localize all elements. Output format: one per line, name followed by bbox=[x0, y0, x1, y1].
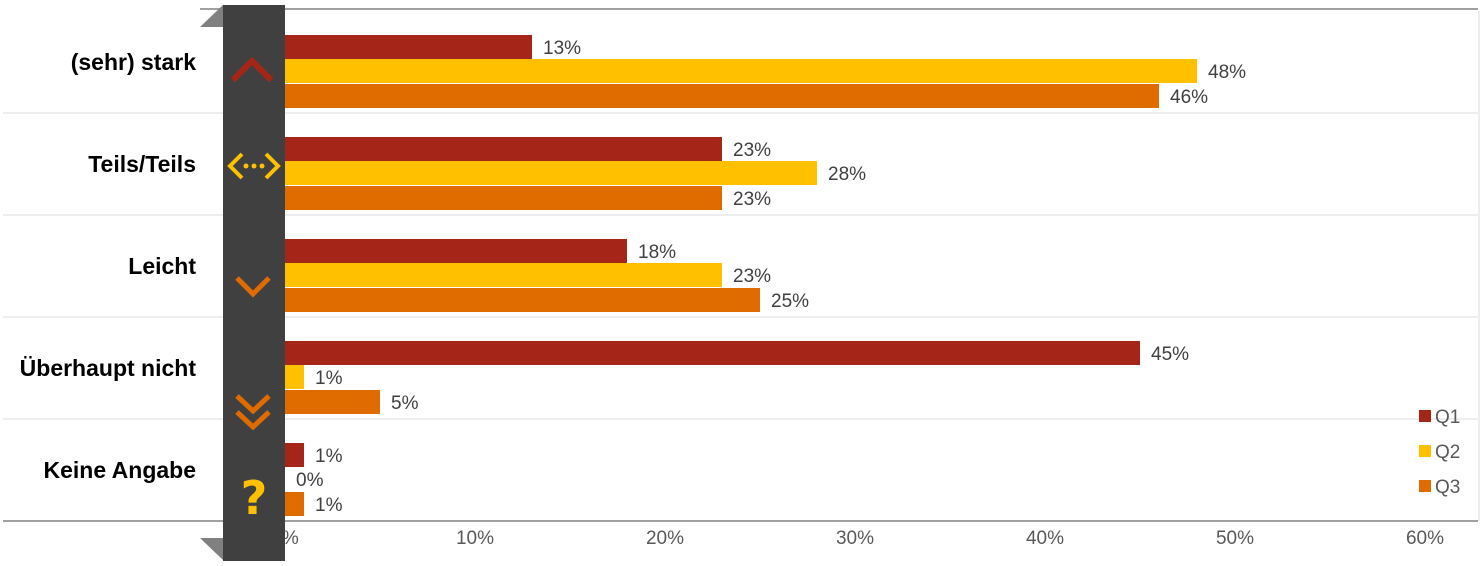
x-tick-label: 10% bbox=[456, 528, 494, 549]
x-axis-ticks: 0%10%20%30%40%50%60% bbox=[271, 528, 1444, 549]
category-label: Überhaupt nicht bbox=[20, 355, 197, 381]
sidebar-panel bbox=[223, 5, 285, 561]
bar-q2 bbox=[285, 263, 722, 287]
data-label: 28% bbox=[828, 164, 866, 185]
bar-q1 bbox=[285, 137, 722, 161]
data-label: 25% bbox=[771, 291, 809, 312]
legend-label: Q3 bbox=[1435, 477, 1460, 498]
legend-label: Q2 bbox=[1435, 442, 1460, 463]
data-label: 23% bbox=[733, 140, 771, 161]
category-label: Leicht bbox=[128, 253, 196, 279]
bar-q3 bbox=[285, 492, 304, 516]
bar-q2 bbox=[285, 59, 1197, 83]
category-labels: (sehr) stark Teils/Teils Leicht Überhaupt n… bbox=[20, 49, 197, 483]
bar-q3 bbox=[285, 288, 760, 312]
data-label: 1% bbox=[315, 368, 343, 389]
data-label: 23% bbox=[733, 189, 771, 210]
data-label: 48% bbox=[1208, 62, 1246, 83]
data-label: 45% bbox=[1151, 344, 1189, 365]
data-label: 1% bbox=[315, 495, 343, 516]
data-label: 1% bbox=[315, 446, 343, 467]
data-label: 23% bbox=[733, 266, 771, 287]
data-label: 5% bbox=[391, 393, 419, 414]
question-mark-icon: ? bbox=[241, 471, 268, 525]
bar-q1 bbox=[285, 443, 304, 467]
x-tick-label: 40% bbox=[1026, 528, 1064, 549]
legend-label: Q1 bbox=[1435, 407, 1460, 428]
bar-q2 bbox=[285, 365, 304, 389]
bar-q3 bbox=[285, 186, 722, 210]
legend-swatch-q2 bbox=[1419, 445, 1431, 457]
bar-q1 bbox=[285, 239, 627, 263]
sidebar-bottom-corner bbox=[200, 538, 223, 560]
bar-q1 bbox=[285, 341, 1140, 365]
legend-swatch-q3 bbox=[1419, 480, 1431, 492]
legend: Q1 Q2 Q3 bbox=[1419, 407, 1460, 498]
value-labels: 13%23%18%45%1%48%28%23%1%0%46%23%25%5%1% bbox=[296, 38, 1246, 516]
chevron-down-icon bbox=[235, 276, 271, 298]
chevron-up-icon bbox=[230, 56, 274, 83]
bar-q1 bbox=[285, 35, 532, 59]
double-chevron-down-icon bbox=[235, 394, 271, 431]
category-label: Teils/Teils bbox=[88, 151, 196, 177]
legend-swatch-q1 bbox=[1419, 410, 1431, 422]
data-label: 0% bbox=[296, 470, 324, 491]
icon-sidebar: ? bbox=[200, 5, 285, 561]
bar-q3 bbox=[285, 390, 380, 414]
x-tick-label: 20% bbox=[646, 528, 684, 549]
data-label: 18% bbox=[638, 242, 676, 263]
bar-q2 bbox=[285, 161, 817, 185]
bars bbox=[285, 35, 1197, 516]
horizontal-arrows-icon bbox=[227, 152, 281, 180]
svg-text:?: ? bbox=[241, 471, 268, 525]
x-tick-label: 50% bbox=[1216, 528, 1254, 549]
category-label: (sehr) stark bbox=[71, 49, 196, 75]
bar-q3 bbox=[285, 84, 1159, 108]
category-label: Keine Angabe bbox=[43, 457, 196, 483]
x-tick-label: 30% bbox=[836, 528, 874, 549]
sidebar-top-corner bbox=[200, 5, 223, 27]
data-label: 13% bbox=[543, 38, 581, 59]
x-tick-label: 60% bbox=[1406, 528, 1444, 549]
data-label: 46% bbox=[1170, 87, 1208, 108]
